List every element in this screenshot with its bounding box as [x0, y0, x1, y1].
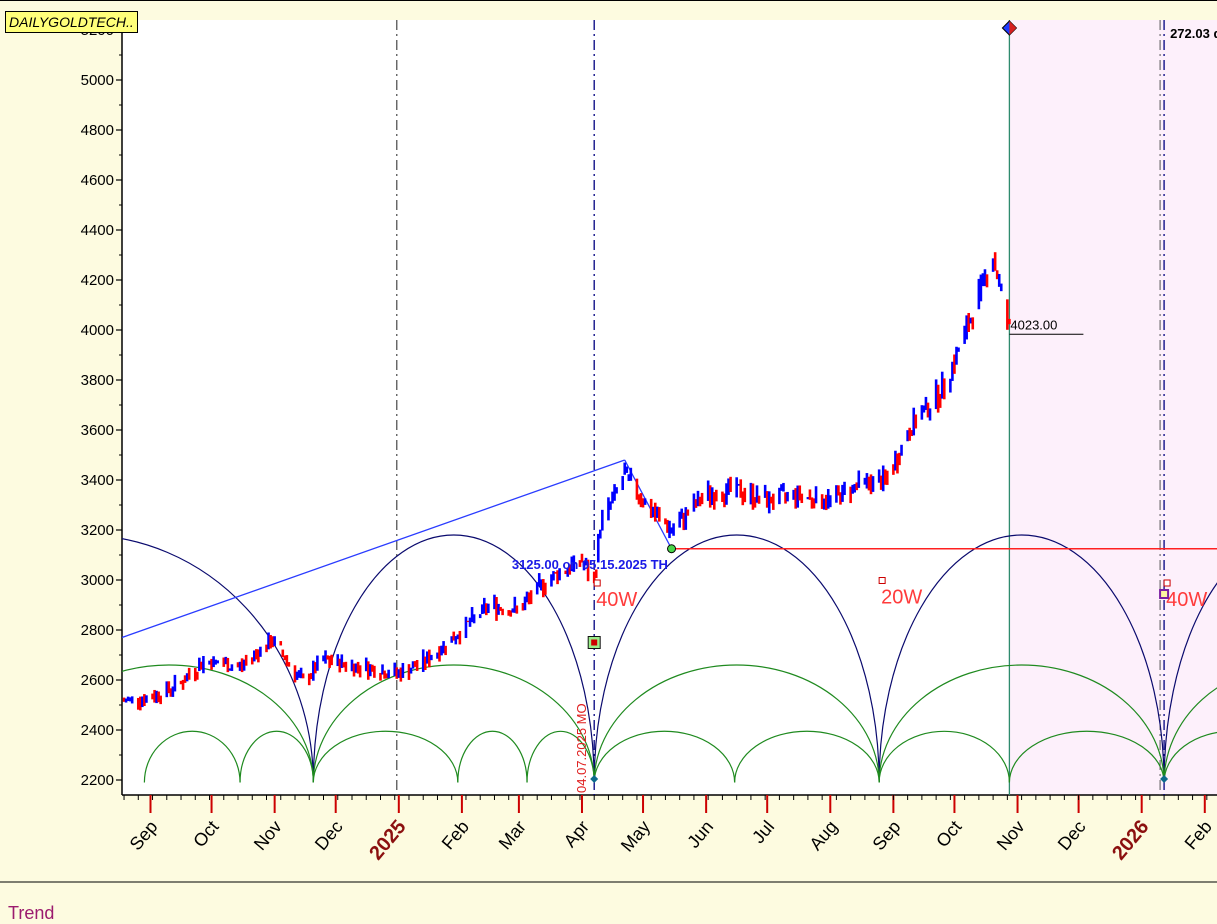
cycle-marker-box [1159, 589, 1170, 599]
y-tick-label: 4000 [81, 322, 114, 339]
x-month-label: Feb [1181, 817, 1216, 854]
top-diamond-half [1009, 21, 1017, 35]
symbol-tag[interactable]: DAILYGOLDTECH.. [5, 11, 138, 33]
cycle-label: 40W [596, 589, 637, 611]
cycle-low-marker [1160, 775, 1169, 783]
cycle-arc-20w [593, 664, 880, 783]
cycle-marker [878, 577, 886, 584]
low-date-label: 04.07.2025 MO [574, 703, 589, 793]
x-month-label: Oct [932, 817, 965, 851]
last-price-label: 4023.00 [1010, 317, 1057, 332]
y-tick-label: 3200 [81, 522, 114, 539]
y-tick-label: 2200 [81, 772, 114, 789]
low-marker-dot [591, 639, 598, 646]
y-tick-label: 4800 [81, 122, 114, 139]
cycle-arc-10w [593, 730, 736, 783]
cycle-arc-10w [526, 730, 595, 783]
y-tick-label: 4400 [81, 222, 114, 239]
y-tick-label: 2400 [81, 722, 114, 739]
cycle-arc-10w [457, 730, 528, 783]
x-month-label: Aug [805, 817, 841, 854]
cycle-arc-10w [1008, 731, 1165, 783]
x-month-label: Jul [748, 817, 778, 847]
x-month-label: Apr [560, 817, 593, 851]
cycle-label: 20W [881, 587, 922, 609]
cycle-arc-10w [734, 730, 880, 783]
x-month-label: Mar [495, 817, 530, 854]
x-month-label: Sep [126, 817, 162, 854]
y-tick-label: 2800 [81, 622, 114, 639]
cycle-arc-40w [1163, 582, 1217, 783]
x-month-label: Nov [993, 817, 1029, 854]
cycle-arc-10w [239, 730, 314, 783]
x-month-label: Oct [189, 817, 222, 851]
cycle-arc-10w [143, 730, 241, 783]
cycle-marker [1163, 579, 1171, 587]
cycle-arc-40w [593, 534, 880, 783]
x-month-label: Jun [683, 817, 717, 852]
cycle-arc-20w [878, 664, 1165, 783]
cycle-arc-10w [878, 730, 1010, 783]
y-tick-label: 4600 [81, 172, 114, 189]
trendline [122, 459, 625, 639]
x-month-label: May [617, 817, 654, 856]
cycle-arc-10w [1163, 731, 1217, 783]
x-month-label: Nov [250, 817, 286, 854]
x-month-label: Dec [311, 817, 347, 854]
cycle-arc-20w [1163, 687, 1217, 783]
zigzag-line [624, 459, 673, 550]
cycle-low-marker [590, 775, 599, 783]
x-year-label: 2026 [1108, 816, 1153, 864]
y-tick-label: 4200 [81, 272, 114, 289]
x-month-label: Sep [869, 817, 905, 854]
support-label: 3125.00 on 05.15.2025 TH [512, 557, 668, 572]
y-tick-label: 5000 [81, 72, 114, 89]
y-tick-label: 3000 [81, 572, 114, 589]
x-month-label: Feb [438, 817, 473, 854]
pivot-dot [667, 544, 677, 554]
cycle-marker [593, 579, 601, 587]
y-tick-label: 3600 [81, 422, 114, 439]
y-tick-label: 3400 [81, 472, 114, 489]
x-year-label: 2025 [365, 816, 410, 864]
y-tick-label: 3800 [81, 372, 114, 389]
price-bars [122, 252, 1011, 711]
plot-layer: 4023.00 3125.00 on 05.15.2025 TH 40W 20W 40W… [122, 20, 1217, 795]
trend-panel-label: Trend [8, 903, 55, 923]
x-month-label: Dec [1054, 817, 1090, 854]
cycle-label: 40W [1166, 589, 1207, 611]
cycle-length-label: 272.03 d [1170, 26, 1217, 41]
cycle-arc-10w [312, 730, 459, 783]
cycle-arc-40w [122, 538, 314, 783]
cycle-arc-20w [122, 664, 314, 783]
future-shade [1009, 20, 1217, 795]
y-tick-label: 2600 [81, 672, 114, 689]
cycle-arc-20w [312, 664, 595, 783]
